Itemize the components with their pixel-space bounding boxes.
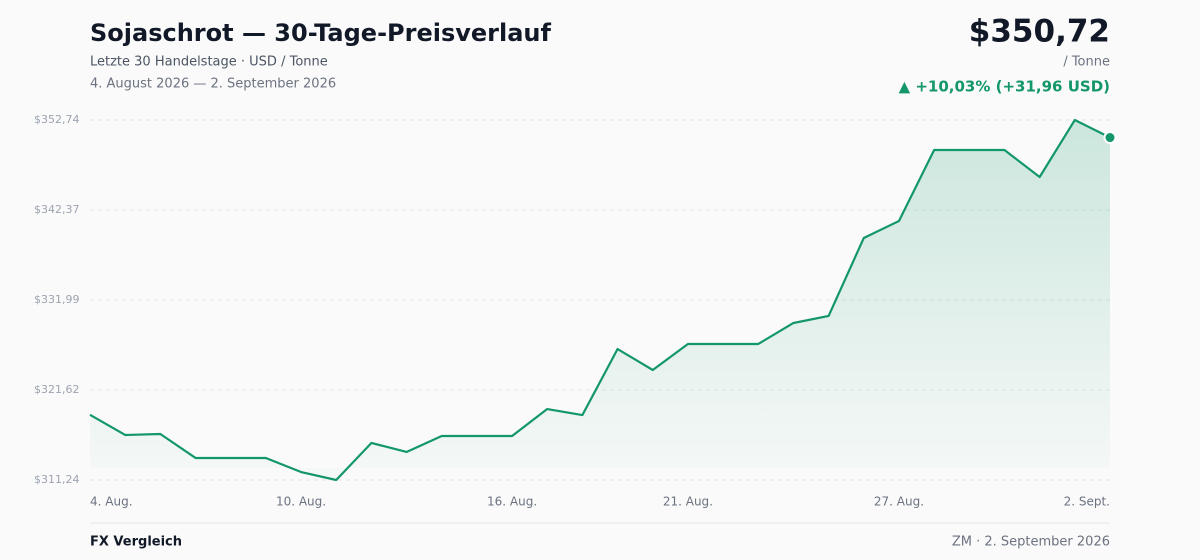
line — [89, 118, 1111, 482]
x-tick-label: 27. Aug. — [874, 495, 924, 509]
x-tick-label: 10. Aug. — [276, 495, 326, 509]
footer-right: ZM · 2. September 2026 — [952, 535, 1110, 550]
y-tick-label: $352,74 — [34, 113, 80, 126]
x-tick-label: 4. Aug. — [90, 495, 133, 509]
area — [90, 120, 1110, 480]
x-tick-label: 2. Sept. — [1064, 495, 1110, 509]
unit: / Tonne — [1063, 55, 1110, 70]
title: Sojaschrot — 30-Tage-Preisverlauf — [90, 19, 552, 47]
x-tick-label: 16. Aug. — [487, 495, 537, 509]
footer-left: FX Vergleich — [90, 535, 182, 550]
date-range: 4. August 2026 — 2. September 2026 — [90, 77, 336, 92]
y-tick-label: $311,24 — [34, 473, 80, 486]
price: $350,72 — [969, 14, 1110, 50]
subtitle: Letzte 30 Handelstage · USD / Tonne — [90, 55, 328, 70]
change: ▲ +10,03% (+31,96 USD) — [899, 78, 1110, 96]
y-tick-label: $342,37 — [34, 203, 80, 216]
y-tick-label: $321,62 — [34, 383, 80, 396]
x-tick-label: 21. Aug. — [663, 495, 713, 509]
last-point — [1103, 131, 1117, 145]
y-tick-label: $331,99 — [34, 293, 80, 306]
